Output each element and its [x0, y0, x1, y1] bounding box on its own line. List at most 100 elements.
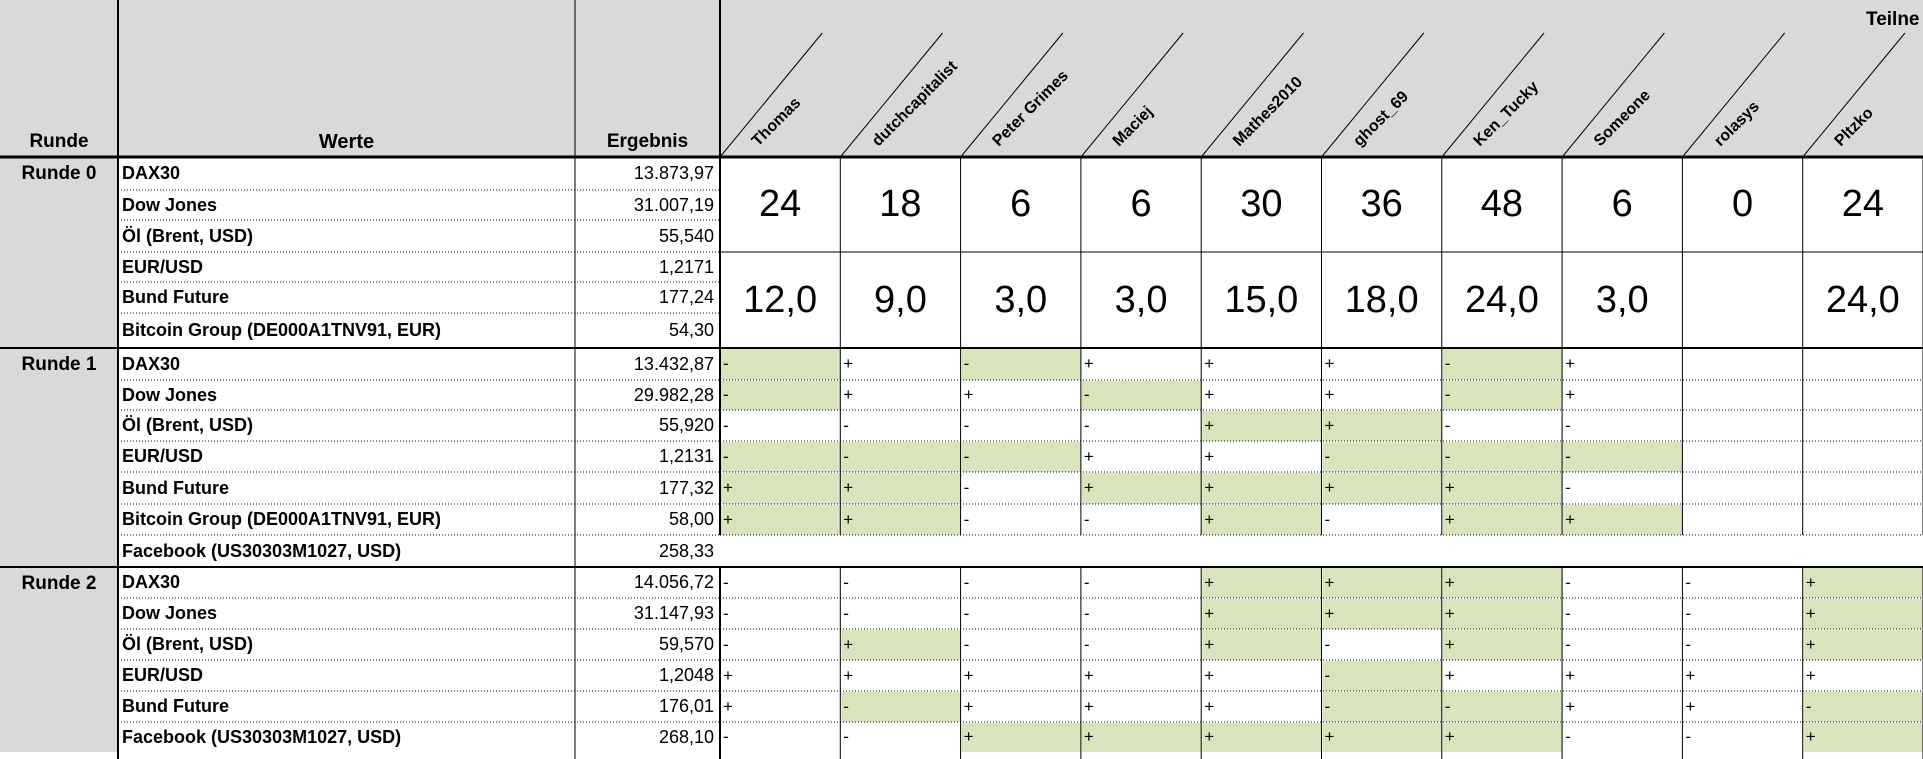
tip-cell: +: [843, 666, 854, 685]
tip-cell: +: [1324, 478, 1335, 497]
header-diagonal: [1080, 32, 1184, 158]
hit-cell: [1442, 723, 1563, 752]
hit-cell: [721, 442, 841, 472]
tip-cell: -: [963, 416, 970, 435]
round-label: Runde 1: [21, 354, 97, 375]
tip-cell: +: [1805, 666, 1816, 685]
round0-points: 6: [1611, 183, 1633, 225]
round-label: Runde 0: [21, 163, 97, 184]
hit-cell: [1202, 505, 1322, 535]
tip-cell: -: [1565, 447, 1571, 466]
tip-cell: +: [1204, 697, 1215, 716]
tip-cell: -: [843, 727, 849, 746]
tip-cell: -: [1083, 510, 1090, 529]
tip-cell: +: [723, 697, 733, 716]
asset-name: Öl (Brent, USD): [122, 415, 254, 435]
tip-cell: [1685, 441, 1799, 472]
tip-cell: -: [963, 635, 970, 654]
tip-cell: +: [1083, 354, 1094, 373]
asset-result: 59,570: [658, 634, 714, 654]
tip-cell: +: [1805, 727, 1816, 746]
hit-cell: [1803, 692, 1923, 722]
tip-cell: +: [843, 510, 854, 529]
hit-cell: [1322, 723, 1442, 752]
hit-cell: [1322, 661, 1442, 691]
asset-result: 54,30: [668, 320, 714, 340]
tip-cell: [1806, 410, 1920, 441]
asset-result: 14.056,72: [633, 572, 714, 592]
round0-score: 3,0: [994, 279, 1048, 321]
tip-cell: +: [1324, 573, 1335, 592]
asset-name: Bitcoin Group (DE000A1TNV91, EUR): [122, 320, 442, 340]
tip-cell: +: [1565, 697, 1576, 716]
header-diagonal: [1321, 32, 1425, 158]
hit-cell: [1442, 568, 1563, 598]
round0-score: 12,0: [743, 279, 818, 321]
asset-result: 177,32: [658, 478, 714, 498]
hit-cell: [841, 505, 961, 535]
header-runde: Runde: [29, 131, 89, 152]
tip-cell: -: [1083, 604, 1090, 623]
asset-name: Dow Jones: [122, 385, 218, 405]
asset-result: 177,24: [658, 287, 714, 307]
asset-result: 31.147,93: [633, 603, 714, 623]
tip-cell: +: [1204, 447, 1215, 466]
tip-cell: +: [1444, 478, 1455, 497]
asset-result: 258,33: [658, 541, 714, 561]
tip-cell: +: [1204, 354, 1215, 373]
header-diagonal: [1200, 32, 1304, 158]
round0-points: 36: [1360, 183, 1403, 225]
hit-cell: [1202, 568, 1322, 598]
tip-cell: +: [1685, 666, 1696, 685]
tip-cell: -: [1083, 416, 1090, 435]
round-column-background: [0, 157, 118, 752]
hit-cell: [1442, 442, 1563, 472]
asset-result: 1,2171: [658, 257, 714, 277]
tip-cell: -: [843, 573, 849, 592]
hit-cell: [1202, 599, 1322, 629]
tip-cell: +: [1444, 573, 1455, 592]
hit-cell: [1563, 442, 1683, 472]
tip-cell: -: [1324, 635, 1331, 654]
asset-result: 268,10: [658, 727, 714, 747]
header-diagonal: [839, 32, 943, 158]
tip-cell: -: [963, 478, 970, 497]
asset-result: 13.873,97: [633, 163, 714, 183]
hit-cell: [841, 442, 961, 472]
hit-cell: [1322, 473, 1442, 504]
tip-cell: -: [1565, 478, 1571, 497]
tip-cell: +: [1204, 727, 1215, 746]
tip-cell: -: [1083, 385, 1090, 404]
asset-name: Facebook (US30303M1027, USD): [122, 727, 402, 747]
tip-cell: -: [723, 447, 729, 466]
tip-cell: -: [1565, 573, 1571, 592]
tip-cell: -: [1324, 697, 1331, 716]
hit-cell: [721, 473, 841, 504]
round0-score: 3,0: [1114, 279, 1168, 321]
hit-cell: [961, 442, 1081, 472]
tip-cell: -: [1444, 385, 1451, 404]
tip-cell: -: [1324, 666, 1331, 685]
round0-score: 3,0: [1595, 279, 1649, 321]
tip-cell: -: [1444, 697, 1451, 716]
tip-cell: +: [723, 666, 733, 685]
tip-cell: +: [1444, 510, 1455, 529]
hit-cell: [841, 473, 961, 504]
asset-name: DAX30: [122, 163, 181, 183]
header-diagonal: [719, 32, 823, 158]
tip-cell: +: [1324, 604, 1335, 623]
hit-cell: [1081, 381, 1202, 410]
hit-cell: [1442, 381, 1563, 410]
asset-name: Öl (Brent, USD): [122, 226, 254, 246]
hit-cell: [721, 349, 841, 380]
tip-cell: [1806, 380, 1920, 410]
tip-cell: -: [843, 697, 849, 716]
tip-cell: +: [1444, 604, 1455, 623]
hit-cell: [1803, 630, 1923, 660]
tip-cell: +: [1204, 478, 1215, 497]
tip-cell: [1685, 472, 1799, 504]
hit-cell: [721, 381, 841, 410]
tip-cell: -: [1444, 447, 1451, 466]
tip-cell: -: [1565, 604, 1571, 623]
tip-cell: -: [1444, 354, 1451, 373]
